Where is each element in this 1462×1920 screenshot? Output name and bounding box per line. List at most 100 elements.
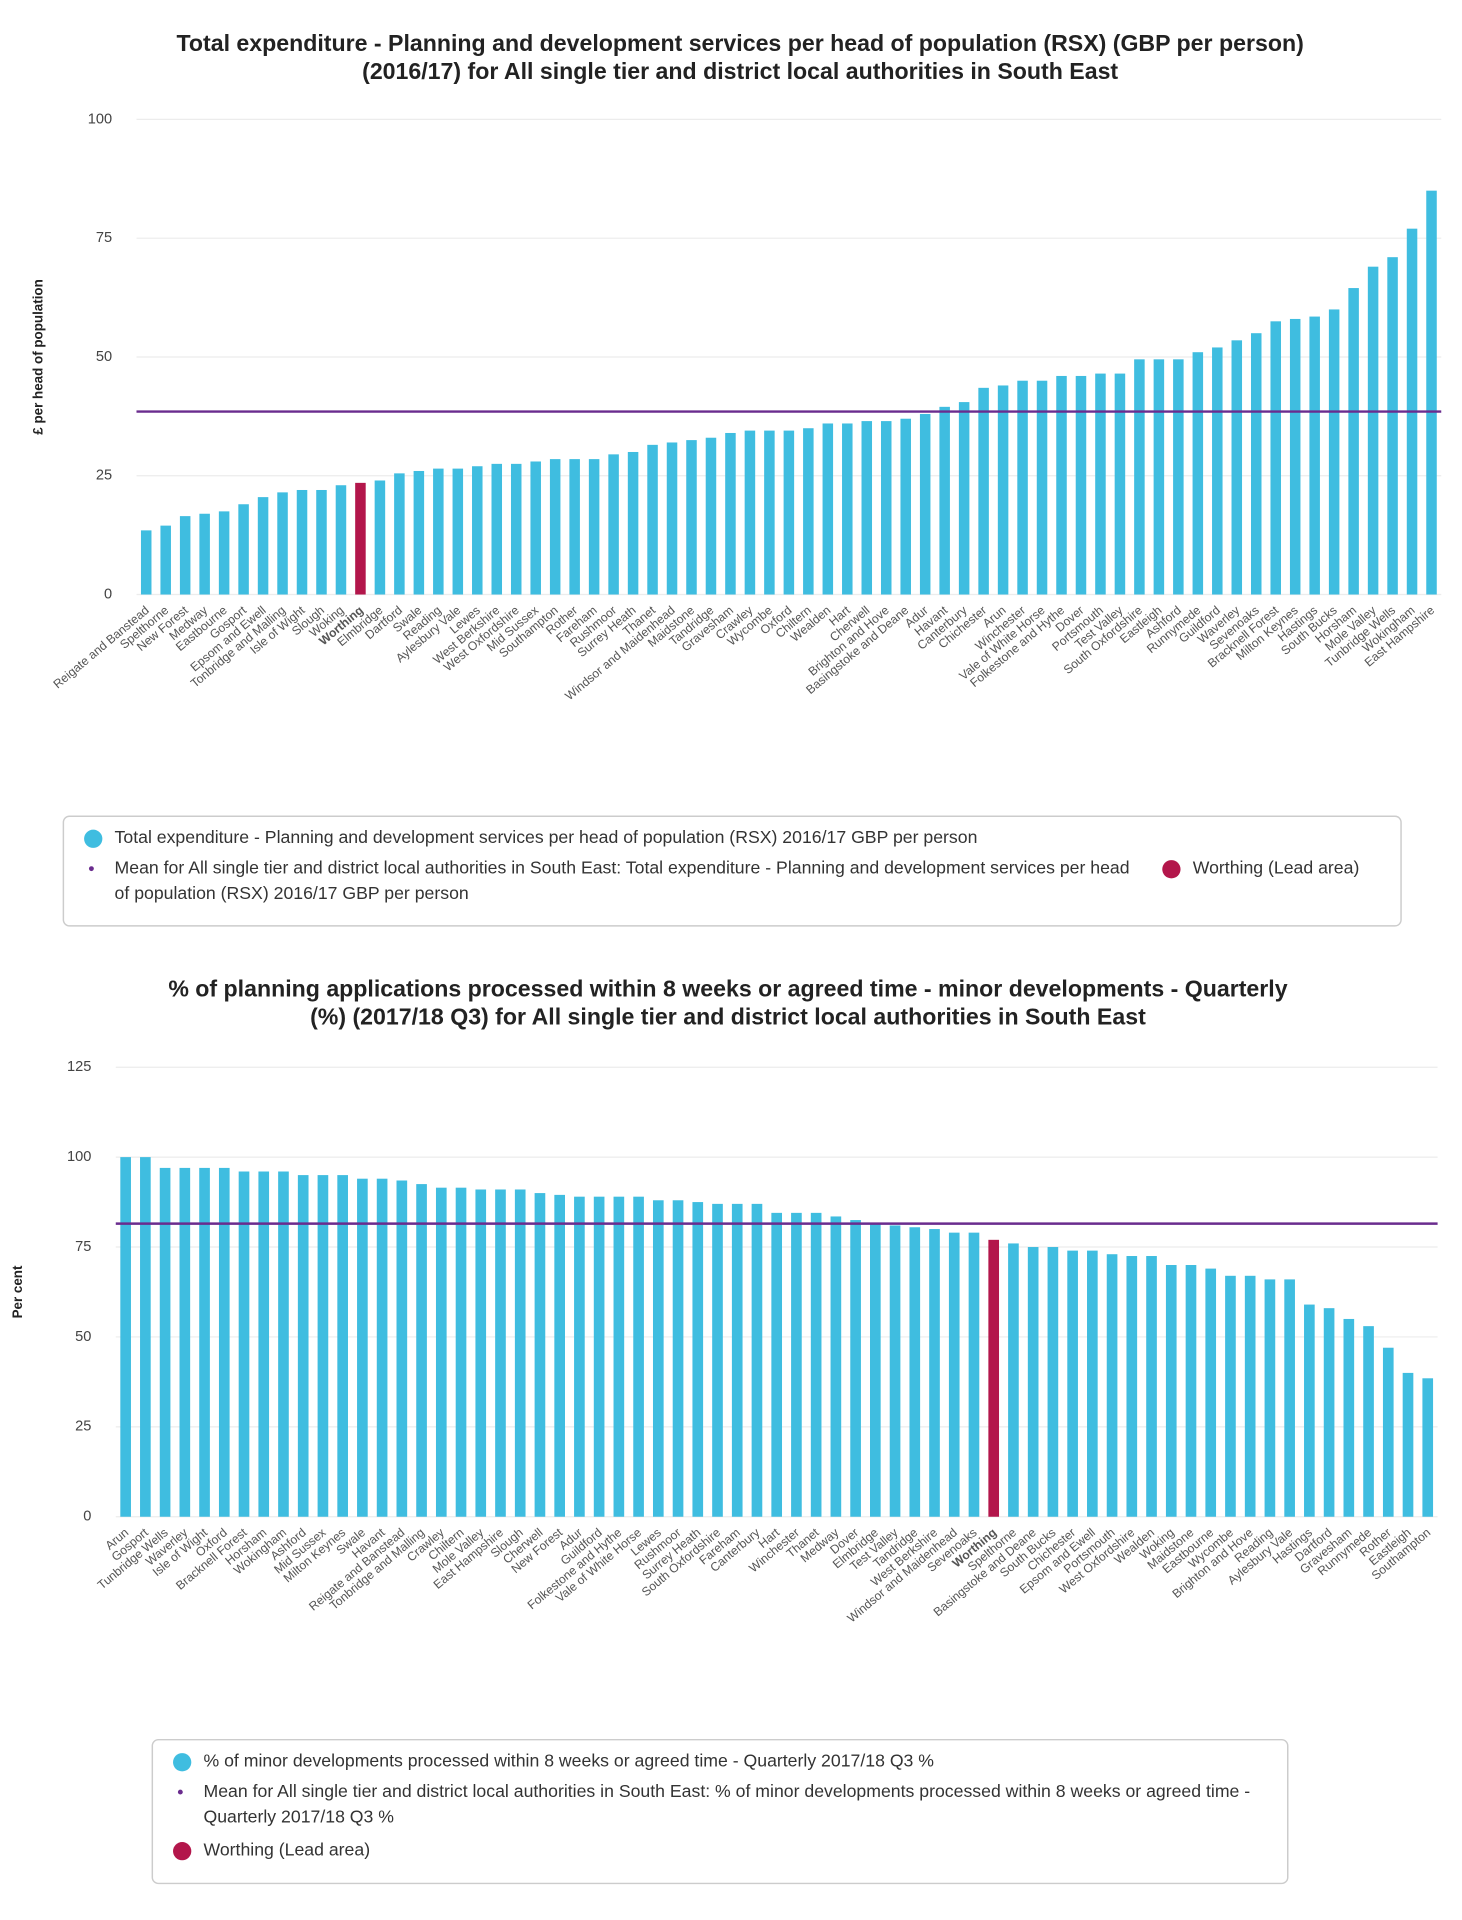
y-tick-label: 100 (88, 111, 112, 127)
bar (1264, 1279, 1276, 1517)
bar (822, 423, 834, 595)
bar (1363, 1326, 1374, 1517)
legend-swatch (173, 1842, 192, 1861)
y-tick-label: 125 (67, 1059, 91, 1075)
bar (1106, 1254, 1118, 1517)
bar (744, 430, 756, 595)
chart-title: % of planning applications processed wit… (168, 976, 1287, 1002)
bar (297, 1175, 309, 1517)
bar (861, 421, 873, 595)
legend-swatch (177, 1789, 183, 1795)
bar (1387, 257, 1398, 595)
bar (900, 418, 911, 595)
bar (919, 413, 931, 595)
bar (783, 430, 795, 595)
bar (850, 1220, 861, 1517)
bar (1067, 1250, 1078, 1517)
bar (830, 1216, 842, 1517)
bar (997, 385, 1009, 595)
bar (909, 1227, 921, 1517)
bar (238, 1171, 250, 1517)
bar (791, 1212, 802, 1517)
legend-items: % of minor developments processed within… (165, 1749, 1276, 1878)
bar (1075, 375, 1087, 595)
bar (929, 1229, 940, 1517)
bar (1153, 359, 1165, 595)
bar (652, 1200, 664, 1517)
bar (472, 466, 483, 595)
y-tick-label: 50 (75, 1329, 91, 1345)
bar (588, 459, 600, 595)
bar (1270, 321, 1281, 595)
bar (316, 489, 327, 595)
bar (705, 437, 717, 595)
bar (199, 513, 210, 595)
bar (672, 1200, 684, 1517)
chart: Total expenditure - Planning and develop… (31, 30, 1442, 927)
bar (1008, 1243, 1019, 1517)
bar (277, 492, 288, 595)
legend-swatch (1162, 860, 1181, 879)
bar (140, 530, 152, 595)
bar (376, 1178, 388, 1517)
y-tick-label: 0 (83, 1509, 91, 1525)
y-tick-label: 25 (96, 468, 112, 484)
highlight-bar (355, 482, 366, 595)
bar (771, 1212, 783, 1517)
bar (1367, 266, 1379, 595)
legend-items: Total expenditure - Planning and develop… (76, 826, 1389, 921)
bar (1323, 1308, 1335, 1517)
bar (870, 1223, 881, 1517)
legend-item: Worthing (Lead area) (1154, 856, 1389, 882)
bar (1426, 190, 1437, 595)
bar (1422, 1378, 1434, 1517)
bar (1056, 375, 1067, 595)
bar (1225, 1275, 1236, 1517)
y-axis-label: Per cent (10, 1265, 25, 1318)
bar (1309, 316, 1320, 595)
bar (1114, 373, 1126, 595)
bar (1027, 1247, 1039, 1517)
bar (1304, 1304, 1315, 1517)
bar (692, 1202, 704, 1517)
bar (968, 1232, 980, 1517)
bar (160, 525, 171, 595)
chart-title: Total expenditure - Planning and develop… (176, 30, 1303, 56)
bar (627, 451, 639, 595)
bar (357, 1178, 368, 1517)
bar (1047, 1247, 1059, 1517)
bar (1134, 359, 1145, 595)
legend-item: Mean for All single tier and district lo… (76, 856, 1148, 907)
bar (574, 1196, 585, 1517)
bar (218, 1167, 230, 1517)
bar (337, 1175, 348, 1517)
bar (317, 1175, 329, 1517)
bar (455, 1187, 467, 1517)
bar (159, 1167, 171, 1517)
bar (549, 459, 561, 595)
y-axis-label: £ per head of population (31, 279, 46, 434)
bar (803, 428, 814, 595)
bar (452, 468, 464, 595)
legend-label: Mean for All single tier and district lo… (114, 858, 1130, 904)
bar (1348, 288, 1359, 595)
bar (1173, 359, 1184, 595)
legend-item: Total expenditure - Planning and develop… (76, 826, 1389, 852)
bar (435, 1187, 447, 1517)
y-tick-label: 0 (104, 586, 112, 602)
y-tick-label: 100 (67, 1149, 91, 1165)
legend: Total expenditure - Planning and develop… (76, 826, 1389, 921)
bar (725, 432, 736, 595)
y-tick-label: 75 (96, 230, 112, 246)
bar (810, 1212, 822, 1517)
bar (889, 1225, 901, 1517)
bar (1205, 1268, 1217, 1517)
bar (939, 406, 950, 595)
bar (495, 1189, 506, 1517)
bar (510, 463, 522, 595)
legend-item: % of minor developments processed within… (165, 1749, 1276, 1775)
highlight-bar (988, 1239, 1000, 1517)
chart: % of planning applications processed wit… (10, 976, 1438, 1885)
bar (1231, 340, 1243, 595)
